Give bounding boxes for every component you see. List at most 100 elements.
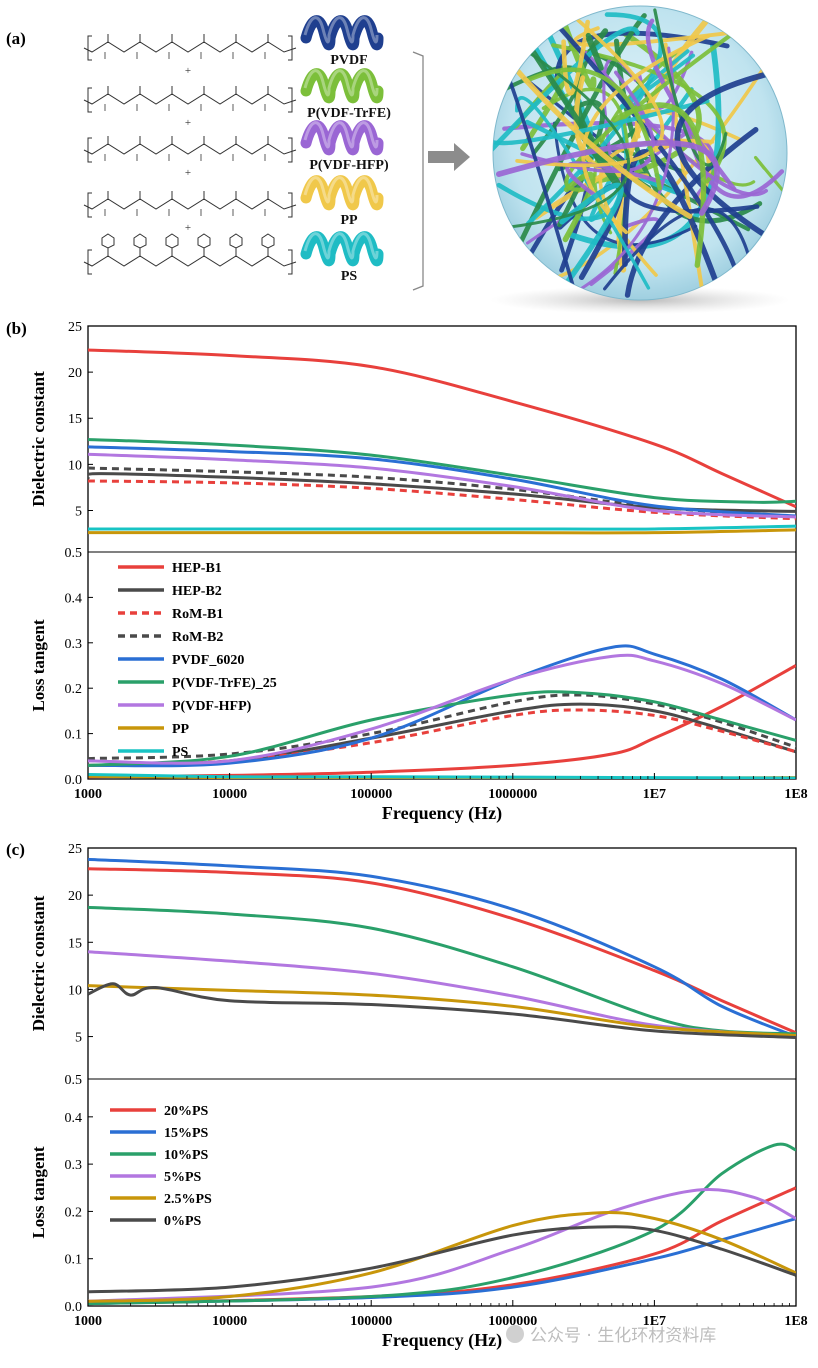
series-line-0-ps <box>88 982 796 1040</box>
x-tick-label: 1E8 <box>784 787 807 802</box>
ribbon-p-vdf-trfe-: P(VDF-TrFE) <box>300 68 391 121</box>
y-tick-label: 0.1 <box>65 728 83 743</box>
structure-1 <box>83 34 297 61</box>
x-tick-label: 1000 <box>74 787 102 802</box>
series-line-2-5-ps <box>88 1211 796 1303</box>
structure-2 <box>83 86 297 113</box>
legend-label: PVDF_6020 <box>172 653 244 668</box>
y-tick-label: 25 <box>68 842 82 857</box>
y-axis-label: Dielectric constant <box>29 371 48 507</box>
polymer-label: P(VDF-HFP) <box>309 158 389 173</box>
structure-3 <box>83 136 297 163</box>
y-tick-label: 0.2 <box>65 682 83 697</box>
y-tick-label: 0.4 <box>65 591 83 606</box>
polymer-ribbons: PVDF P(VDF-TrFE) P(VDF-HFP) PP PS <box>300 15 391 284</box>
series-line-p-vdf-trfe-25 <box>88 437 796 504</box>
y-tick-label: 0.5 <box>65 546 83 561</box>
chart-c: 0.5 5 10 15 20 25 Dielectric constant 0.0 0.1 0.2… <box>29 842 808 1351</box>
series-lines <box>88 857 796 1040</box>
series-lines <box>88 644 796 779</box>
y-tick-label: 10 <box>68 458 82 473</box>
ribbon-ps: PS <box>300 231 384 284</box>
series-line-5-ps <box>88 1188 796 1303</box>
panel-c-label: (c) <box>6 840 25 859</box>
panel-b-label: (b) <box>6 319 27 338</box>
legend: HEP-B1 HEP-B2 RoM-B1 RoM-B2 PVDF_6020 P(VDF-T… <box>118 561 277 760</box>
y-tick-label: 5 <box>75 1031 82 1046</box>
legend-label: 15%PS <box>164 1126 209 1141</box>
plus-sign: + <box>185 117 191 129</box>
plus-sign: + <box>185 65 191 77</box>
series-line-20-ps <box>88 867 796 1035</box>
series-line-p-vdf-hfp- <box>88 653 796 765</box>
legend-label: 10%PS <box>164 1148 209 1163</box>
legend-label: PP <box>172 722 190 737</box>
series-line-hep-b1 <box>88 348 796 509</box>
plus-sign: + <box>185 222 191 234</box>
y-tick-label: 15 <box>68 936 82 951</box>
legend-label: PS <box>172 745 189 760</box>
y-tick-label: 0.0 <box>65 773 83 788</box>
structure-4 <box>83 191 297 218</box>
x-axis-label: Frequency (Hz) <box>382 803 502 824</box>
bracket <box>412 51 424 291</box>
panel-a-label: (a) <box>6 29 26 48</box>
series-line-2-5-ps <box>88 984 796 1038</box>
y-tick-label: 0.0 <box>65 1300 83 1315</box>
legend-label: 0%PS <box>164 1214 202 1229</box>
legend-label: RoM-B1 <box>172 607 223 622</box>
watermark-text: 公众号 · 生化环材资料库 <box>530 1326 716 1346</box>
series-lines <box>88 1142 796 1306</box>
y-tick-label: 20 <box>68 889 82 904</box>
y-axis-label: Dielectric constant <box>29 895 48 1031</box>
y-tick-label: 20 <box>68 366 82 381</box>
ribbon-pvdf: PVDF <box>300 15 384 68</box>
legend-label: P(VDF-TrFE)_25 <box>172 676 277 691</box>
series-line-ps <box>88 524 796 531</box>
x-tick-label: 100000 <box>350 787 392 802</box>
wechat-icon <box>506 1325 524 1343</box>
ribbon-pp: PP <box>300 175 384 228</box>
polymer-label: P(VDF-TrFE) <box>307 106 391 121</box>
series-lines <box>88 348 796 535</box>
structure-5 <box>83 233 297 275</box>
chart-b: 0.5 5 10 15 20 25 Dielectric constant 0.0 0.1 0.2… <box>29 320 808 824</box>
y-tick-label: 10 <box>68 983 82 998</box>
series-line-pp <box>88 528 796 535</box>
y-tick-label: 15 <box>68 412 82 427</box>
legend-label: HEP-B1 <box>172 561 222 576</box>
arrow-right-icon <box>428 143 470 171</box>
panel-a: (a) + + + + PVDF P(VDF-TrFE) P(VDF-HFP) PP PS <box>6 5 790 314</box>
legend-label: 20%PS <box>164 1104 209 1119</box>
y-tick-label: 25 <box>68 320 82 335</box>
polymer-label: PVDF <box>330 53 367 68</box>
x-tick-label: 1000 <box>74 1314 102 1329</box>
series-line-pvdf-6020 <box>88 445 796 518</box>
watermark: 公众号 · 生化环材资料库 <box>506 1325 716 1346</box>
ribbon-p-vdf-hfp-: P(VDF-HFP) <box>300 120 389 173</box>
x-tick-label: 100000 <box>350 1314 392 1329</box>
plus-sign: + <box>185 167 191 179</box>
x-tick-label: 1000000 <box>488 1314 537 1329</box>
legend-label: 2.5%PS <box>164 1192 212 1207</box>
x-axis-label: Frequency (Hz) <box>382 1330 502 1351</box>
y-tick-label: 0.3 <box>65 1158 83 1173</box>
subplot-loss-tangent: 0.0 0.1 0.2 0.3 0.4 Loss tangent <box>29 1111 796 1315</box>
y-tick-label: 0.4 <box>65 1111 83 1126</box>
series-line-rom-b2 <box>88 466 796 519</box>
subplot-dielectric-constant: 0.5 5 10 15 20 25 Dielectric constant <box>29 320 796 561</box>
x-tick-label: 1E7 <box>643 1314 666 1329</box>
plot-frame <box>87 847 797 1307</box>
series-line-10-ps <box>88 905 796 1036</box>
legend: 20%PS 15%PS 10%PS 5%PS 2.5%PS 0%PS <box>110 1104 212 1229</box>
chemical-structures: + + + + <box>83 34 297 275</box>
series-line-p-vdf-trfe-25 <box>88 690 796 767</box>
subplot-loss-tangent: 0.0 0.1 0.2 0.3 0.4 Loss tangent <box>29 591 796 788</box>
x-tick-label: 1E7 <box>643 787 666 802</box>
y-tick-label: 0.1 <box>65 1253 83 1268</box>
x-tick-label: 1E8 <box>784 1314 807 1329</box>
series-line-p-vdf-hfp- <box>88 452 796 519</box>
